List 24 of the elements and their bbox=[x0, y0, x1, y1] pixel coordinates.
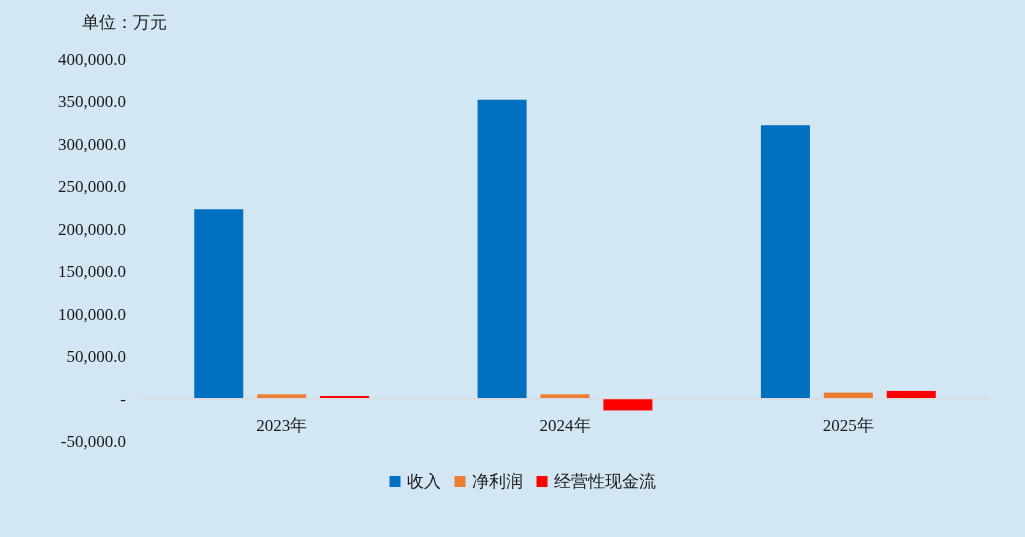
y-tick-label: 300,000.0 bbox=[58, 134, 126, 154]
y-tick-label: 250,000.0 bbox=[58, 177, 126, 197]
x-tick-label: 2023年 bbox=[256, 416, 308, 435]
y-tick-label: 400,000.0 bbox=[58, 50, 126, 69]
y-tick-label: - bbox=[120, 389, 127, 409]
y-tick-label: 200,000.0 bbox=[58, 219, 126, 239]
legend-label: 收入 bbox=[406, 472, 441, 491]
bar bbox=[603, 398, 653, 411]
x-tick-label: 2025年 bbox=[822, 416, 874, 435]
bar bbox=[477, 99, 527, 399]
bar bbox=[194, 209, 244, 399]
bar bbox=[540, 394, 590, 399]
bar bbox=[760, 125, 810, 399]
y-axis-title: 单位：万元 bbox=[82, 13, 167, 32]
y-tick-label: 50,000.0 bbox=[66, 347, 126, 367]
legend-label: 净利润 bbox=[471, 472, 523, 491]
legend-label: 经营性现金流 bbox=[553, 472, 656, 491]
y-tick-label: 350,000.0 bbox=[58, 92, 126, 112]
x-tick-label: 2024年 bbox=[539, 416, 591, 435]
bar bbox=[886, 390, 936, 399]
y-tick-label: 150,000.0 bbox=[58, 262, 126, 282]
bar bbox=[257, 394, 307, 399]
y-tick-label: -50,000.0 bbox=[60, 432, 126, 451]
y-tick-label: 100,000.0 bbox=[58, 304, 126, 324]
